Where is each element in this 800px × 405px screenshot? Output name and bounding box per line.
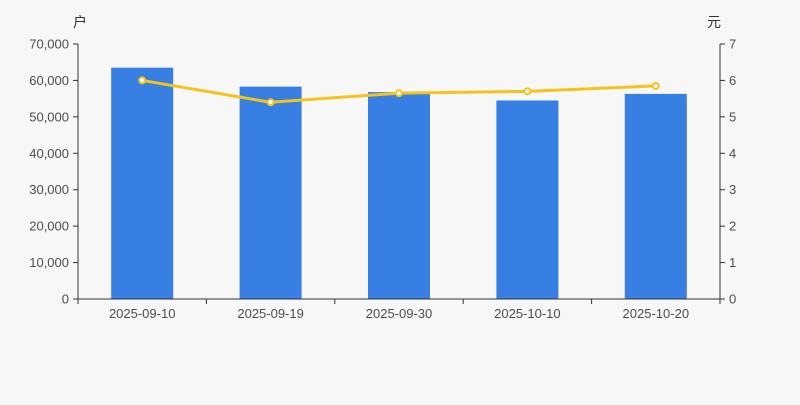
left-axis-tick-label: 40,000	[29, 146, 69, 161]
x-axis-label: 2025-09-19	[237, 306, 304, 321]
left-axis-tick-label: 50,000	[29, 109, 69, 124]
x-axis-label: 2025-09-10	[109, 306, 176, 321]
axes: 0 10,000 20,000 30,000 40,000 50,000 60,000 70,…	[29, 37, 736, 322]
x-axis-label: 2025-10-20	[623, 306, 690, 321]
left-axis-tick-label: 30,000	[29, 182, 69, 197]
left-axis-unit-label: 户	[73, 14, 87, 30]
x-axis-label: 2025-10-10	[494, 306, 561, 321]
bar-2025-10-10[interactable]	[496, 100, 559, 299]
line-point-2025-09-19[interactable]	[266, 98, 275, 107]
line-point-2025-09-30[interactable]	[395, 89, 403, 98]
x-axis-label: 2025-09-30	[366, 306, 433, 321]
left-axis-tick-label: 10,000	[29, 255, 69, 270]
bar-2025-09-10[interactable]	[111, 67, 174, 299]
bar-2025-10-20[interactable]	[624, 93, 687, 300]
right-axis-tick-label: 6	[729, 73, 736, 88]
right-axis-tick-label: 2	[729, 219, 736, 234]
right-axis-tick-label: 3	[729, 182, 736, 197]
left-axis-tick-label: 60,000	[29, 73, 69, 88]
right-axis-tick-label: 7	[729, 37, 736, 52]
left-axis-tick-label: 20,000	[29, 219, 69, 234]
bar-2025-09-30[interactable]	[368, 92, 430, 299]
left-axis-tick-label: 70,000	[29, 37, 69, 52]
bar-2025-09-19[interactable]	[239, 86, 302, 299]
line-point-2025-09-10[interactable]	[138, 76, 147, 85]
bar-series	[111, 67, 687, 300]
line-point-2025-10-10[interactable]	[523, 87, 532, 96]
right-axis-tick-label: 1	[729, 255, 736, 270]
right-axis-tick-label: 0	[729, 292, 736, 307]
right-axis-tick-label: 5	[729, 109, 736, 124]
line-series	[138, 76, 660, 107]
right-axis-tick-label: 4	[729, 146, 736, 161]
line-point-2025-10-20[interactable]	[651, 81, 660, 90]
right-axis-unit-label: 元	[707, 14, 721, 30]
left-axis-tick-label: 0	[62, 292, 69, 307]
